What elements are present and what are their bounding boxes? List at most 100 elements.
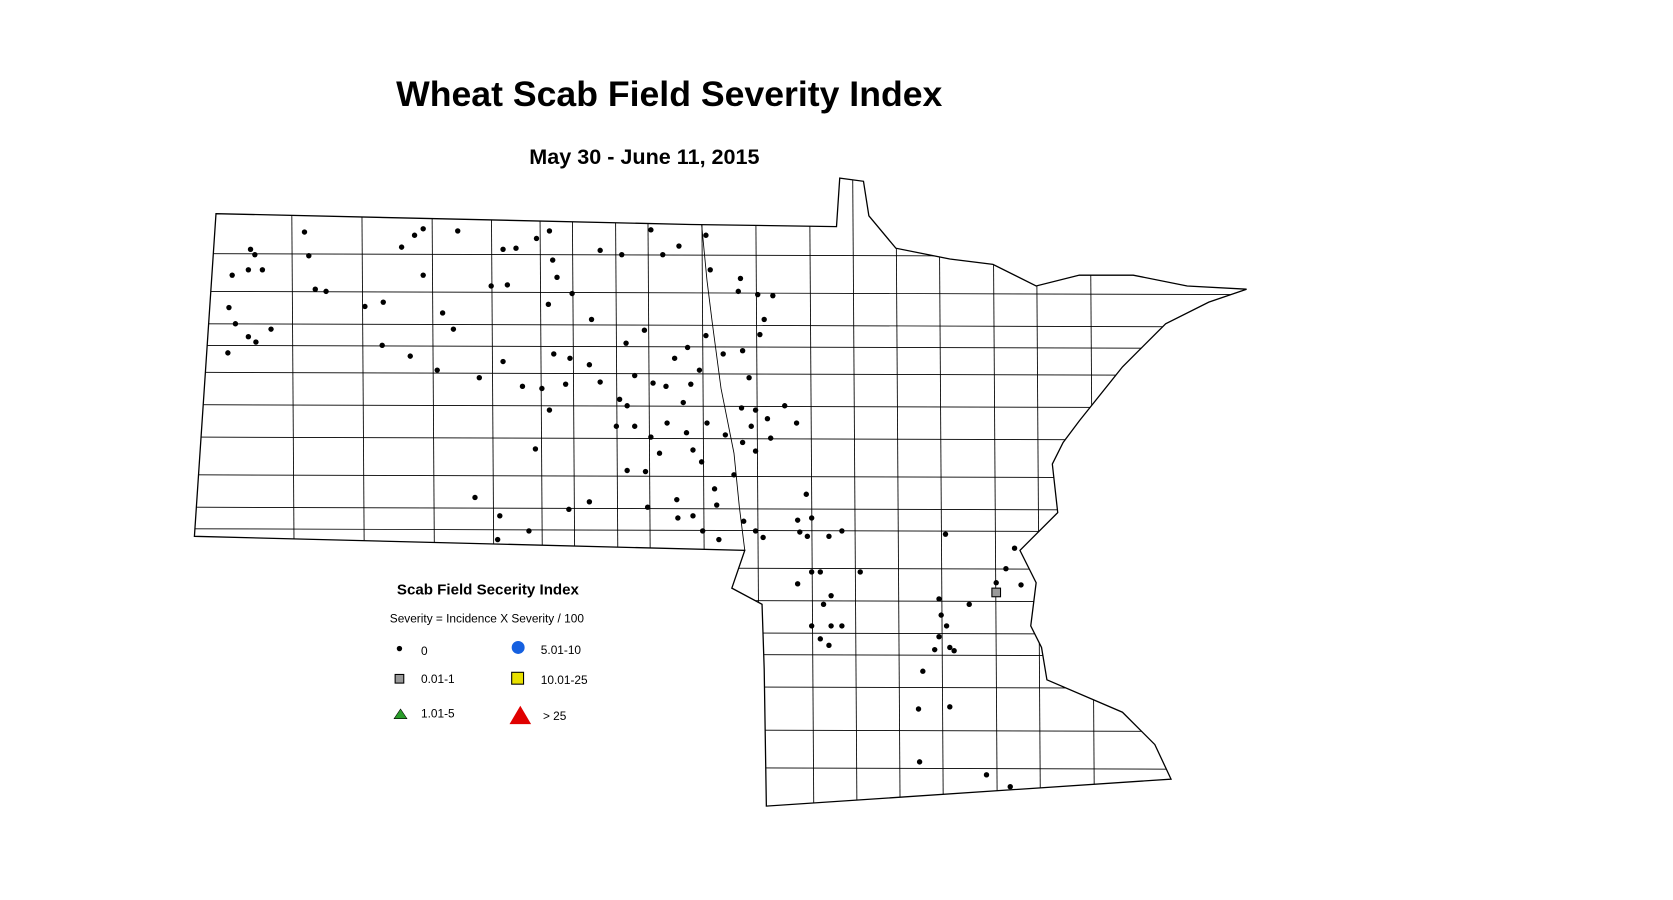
county-line bbox=[194, 528, 1247, 533]
observation bbox=[740, 518, 747, 524]
observation bbox=[566, 506, 572, 513]
legend-formula: Severity = Incidence X Severity / 100 bbox=[390, 612, 585, 626]
observation bbox=[1018, 582, 1024, 588]
observation bbox=[533, 235, 540, 242]
county-line bbox=[194, 371, 1247, 376]
legend-label: 5.01-10 bbox=[541, 643, 582, 657]
observation bbox=[526, 528, 532, 534]
observation bbox=[808, 569, 815, 575]
observation bbox=[760, 534, 766, 541]
observation bbox=[828, 592, 834, 599]
observation bbox=[752, 448, 759, 454]
observation bbox=[252, 251, 258, 258]
observation bbox=[936, 633, 942, 640]
observation bbox=[739, 439, 746, 446]
legend-symbol bbox=[511, 671, 525, 685]
observation bbox=[420, 272, 426, 278]
legend-symbol bbox=[509, 705, 532, 725]
observation bbox=[663, 383, 669, 390]
observation bbox=[439, 310, 446, 316]
county-line bbox=[539, 178, 545, 807]
observation bbox=[434, 367, 440, 373]
observation bbox=[761, 316, 767, 323]
observation bbox=[232, 321, 239, 327]
observation bbox=[947, 704, 953, 710]
county-line bbox=[194, 323, 1247, 328]
observation bbox=[420, 226, 426, 232]
observation bbox=[916, 759, 923, 765]
observation bbox=[817, 569, 824, 575]
observation bbox=[455, 228, 461, 234]
county-line bbox=[194, 727, 1247, 733]
county-line bbox=[194, 566, 1247, 571]
observation bbox=[688, 381, 694, 387]
observation bbox=[936, 596, 942, 602]
observation bbox=[947, 644, 953, 651]
county-line bbox=[194, 684, 1247, 689]
observation bbox=[500, 246, 506, 252]
observation bbox=[676, 243, 682, 249]
county-line bbox=[992, 178, 998, 807]
observation bbox=[683, 430, 690, 436]
observation bbox=[380, 299, 386, 305]
counties bbox=[194, 178, 1247, 807]
observation bbox=[644, 504, 651, 510]
observation bbox=[549, 257, 556, 263]
county-line bbox=[755, 178, 761, 807]
observation bbox=[738, 405, 745, 411]
observation bbox=[546, 228, 553, 234]
observation bbox=[624, 403, 630, 409]
observation bbox=[748, 423, 754, 429]
county-line bbox=[194, 474, 1247, 479]
observation bbox=[656, 450, 663, 456]
county-line bbox=[431, 178, 437, 807]
observation bbox=[680, 399, 686, 406]
observation bbox=[513, 245, 519, 251]
observation bbox=[664, 420, 670, 426]
observation bbox=[804, 533, 811, 540]
observation bbox=[932, 646, 938, 653]
county-line bbox=[361, 178, 367, 807]
observation bbox=[519, 383, 526, 390]
legend-label: 10.01-25 bbox=[541, 673, 588, 687]
observation bbox=[711, 486, 718, 492]
observation bbox=[794, 581, 801, 587]
observation bbox=[1011, 545, 1018, 551]
observation bbox=[624, 467, 630, 474]
state-border bbox=[701, 224, 746, 551]
legend-symbol bbox=[396, 645, 403, 652]
observation bbox=[532, 446, 539, 452]
observation bbox=[722, 432, 729, 438]
observation bbox=[714, 502, 720, 508]
observation bbox=[794, 517, 801, 523]
observation bbox=[797, 529, 803, 535]
observation bbox=[407, 353, 413, 359]
observation bbox=[720, 351, 726, 357]
observation bbox=[586, 362, 593, 368]
observation bbox=[699, 528, 706, 534]
county-line bbox=[194, 630, 1247, 635]
county-line bbox=[194, 598, 1247, 603]
observation bbox=[245, 267, 252, 273]
observation bbox=[632, 372, 638, 379]
observation bbox=[826, 642, 832, 649]
observation bbox=[817, 636, 824, 642]
observation bbox=[229, 272, 235, 278]
observation bbox=[301, 229, 308, 235]
observation bbox=[650, 380, 656, 386]
observation bbox=[839, 623, 845, 629]
observation bbox=[641, 327, 648, 333]
county-line bbox=[1035, 178, 1041, 807]
county-line bbox=[194, 290, 1247, 296]
legend-symbol bbox=[394, 673, 405, 684]
county-line bbox=[895, 178, 901, 807]
observation bbox=[839, 528, 845, 534]
observation bbox=[500, 358, 506, 365]
county-line bbox=[194, 344, 1247, 349]
county-line bbox=[194, 652, 1247, 657]
observation bbox=[551, 351, 557, 357]
observation bbox=[504, 282, 511, 288]
observation bbox=[616, 396, 623, 402]
observation bbox=[737, 275, 744, 282]
county-line bbox=[809, 178, 815, 807]
